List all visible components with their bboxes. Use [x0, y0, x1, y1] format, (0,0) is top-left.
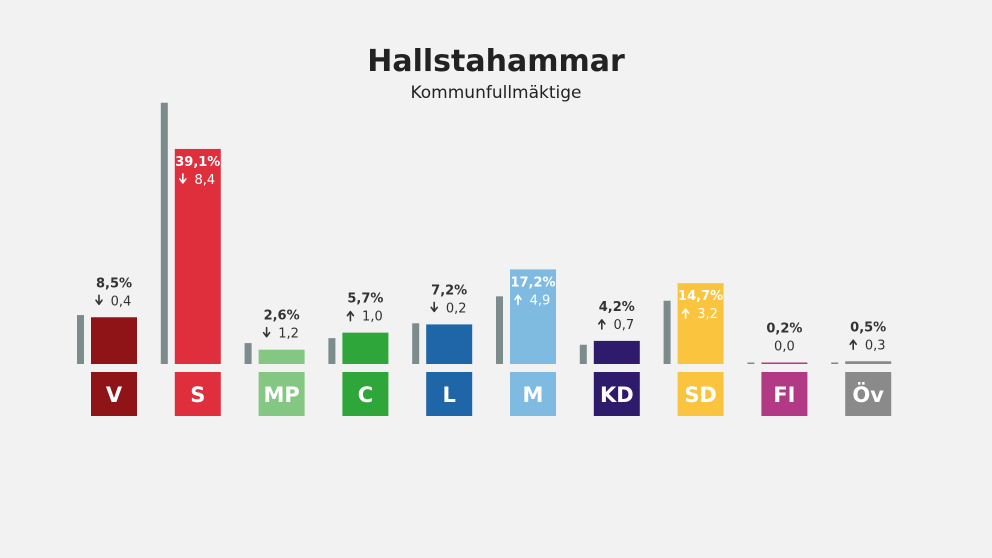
change-label-m: 4,9: [530, 293, 551, 308]
arrow-down-icon-mp: [262, 326, 271, 338]
bar-v: [91, 317, 137, 364]
previous-bar-c: [328, 338, 336, 364]
value-label-fi: 0,2%: [766, 322, 802, 337]
bar-m: [510, 269, 556, 364]
chart-title: Hallstahammar: [367, 44, 625, 79]
party-label-v: V: [106, 383, 123, 407]
change-label-kd: 0,7: [613, 318, 634, 333]
party-box-v: [91, 372, 137, 416]
value-label-kd: 4,2%: [599, 300, 635, 315]
previous-bar-ov: [831, 362, 839, 364]
arrow-up-icon-c: [346, 310, 355, 322]
arrow-up-icon-sd: [681, 308, 690, 319]
party-label-sd: SD: [684, 383, 717, 407]
previous-bar-v: [77, 315, 84, 364]
arrow-up-icon-m: [514, 294, 522, 306]
bar-kd: [593, 340, 640, 364]
change-label-c: 1,0: [362, 310, 383, 325]
party-box-c: [342, 372, 389, 416]
party-label-m: M: [523, 383, 544, 407]
bar-ov: [845, 361, 892, 364]
value-label-s: 39,1%: [175, 155, 220, 170]
party-box-s: [174, 372, 221, 416]
party-box-kd: [593, 372, 640, 416]
bar-fi: [761, 362, 808, 364]
change-label-fi: 0,0: [774, 340, 795, 355]
value-label-m: 17,2%: [510, 275, 555, 290]
change-label-l: 0,2: [446, 301, 467, 316]
previous-bar-kd: [579, 344, 587, 364]
party-label-fi: FI: [773, 383, 795, 407]
value-label-sd: 14,7%: [678, 289, 723, 304]
party-label-kd: KD: [600, 383, 634, 407]
arrow-up-icon-ov: [849, 339, 857, 351]
party-box-l: [426, 372, 473, 416]
party-box-sd: [677, 372, 724, 416]
previous-bar-l: [412, 323, 420, 364]
party-label-l: L: [443, 383, 456, 407]
bar-mp: [258, 349, 305, 364]
party-box-m: [510, 372, 556, 416]
previous-bar-mp: [244, 343, 252, 364]
party-label-mp: MP: [263, 383, 299, 407]
bar-sd: [677, 283, 724, 364]
party-box-ov: [845, 372, 892, 416]
bar-s: [174, 148, 221, 364]
party-box-mp: [258, 372, 305, 416]
change-label-v: 0,4: [111, 294, 132, 309]
arrow-down-icon-v: [95, 294, 103, 306]
previous-bar-fi: [747, 362, 755, 364]
value-label-l: 7,2%: [431, 283, 467, 298]
change-label-s: 8,4: [194, 173, 215, 188]
party-label-s: S: [190, 383, 205, 407]
arrow-down-icon-s: [179, 173, 187, 184]
bar-l: [426, 324, 473, 364]
value-label-mp: 2,6%: [264, 309, 300, 324]
change-label-mp: 1,2: [278, 327, 299, 342]
chart-subtitle: Kommunfullmäktige: [410, 83, 581, 103]
bar-c: [342, 332, 389, 364]
party-label-ov: Öv: [852, 382, 884, 407]
party-box-fi: [761, 372, 808, 416]
change-label-sd: 3,2: [697, 307, 718, 322]
previous-bar-sd: [663, 300, 671, 364]
previous-bar-s: [160, 102, 168, 364]
previous-bar-m: [496, 296, 503, 364]
arrow-up-icon-kd: [598, 319, 606, 330]
value-label-v: 8,5%: [96, 276, 132, 291]
value-label-c: 5,7%: [347, 292, 383, 307]
bars-group: V 8,5% 0,4 S 39,1% 8,4 MP 2,6% 1,2 C 5,7% 1,0 L 7,2% 0…: [77, 102, 892, 416]
arrow-down-icon-l: [430, 301, 438, 313]
value-label-ov: 0,5%: [850, 320, 886, 335]
party-label-c: C: [358, 383, 373, 407]
change-label-ov: 0,3: [865, 338, 886, 353]
